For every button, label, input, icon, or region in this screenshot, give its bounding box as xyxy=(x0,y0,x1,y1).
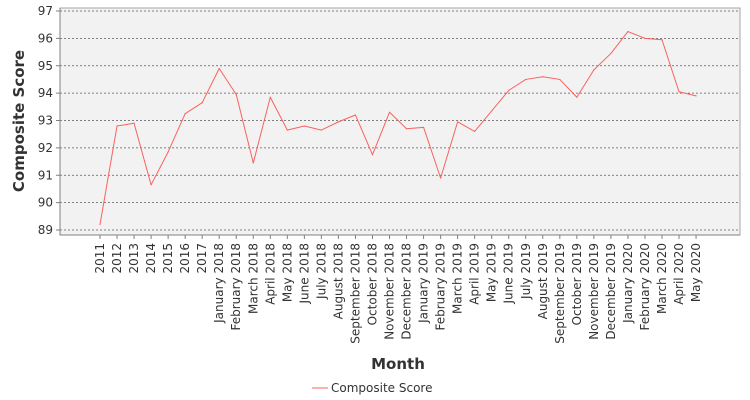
x-tick-label: August 2019 xyxy=(536,243,550,319)
y-tick-label: 90 xyxy=(38,196,53,210)
x-tick-label: 2015 xyxy=(161,243,175,274)
series-line xyxy=(99,31,697,225)
x-tick-label: March 2020 xyxy=(655,243,669,314)
x-tick-label: 2014 xyxy=(144,243,158,274)
data-point xyxy=(303,125,305,127)
y-tick-label: 92 xyxy=(38,141,53,155)
data-point xyxy=(354,114,357,116)
x-tick-label: 2017 xyxy=(195,243,209,274)
data-point xyxy=(491,110,493,112)
x-tick-label: July 2018 xyxy=(314,243,328,300)
x-tick-label: May 2019 xyxy=(485,243,499,302)
x-tick-label: March 2018 xyxy=(246,243,260,314)
data-point xyxy=(593,69,595,71)
x-tick-label: April 2018 xyxy=(263,243,277,305)
x-tick-label: September 2018 xyxy=(348,243,362,344)
data-point xyxy=(337,121,340,123)
data-point xyxy=(269,96,271,98)
legend-label: Composite Score xyxy=(331,381,432,395)
data-point xyxy=(371,154,374,156)
x-tick-label: September 2019 xyxy=(553,243,567,344)
y-axis-title: Composite Score xyxy=(10,50,28,192)
data-point xyxy=(457,121,459,123)
data-point xyxy=(116,125,118,127)
x-tick-label: January 2019 xyxy=(417,243,431,324)
x-tick-label: 2016 xyxy=(178,243,192,274)
x-tick-label: July 2019 xyxy=(519,243,533,300)
x-tick-label: October 2018 xyxy=(365,243,379,325)
x-tick-label: February 2020 xyxy=(638,243,652,331)
x-tick-label: May 2020 xyxy=(689,243,703,302)
data-point xyxy=(474,130,476,133)
data-point xyxy=(422,126,425,128)
x-tick-label: February 2018 xyxy=(229,243,243,331)
data-point xyxy=(525,78,527,81)
x-tick-label: April 2020 xyxy=(672,243,686,305)
y-tick-label: 96 xyxy=(38,31,53,45)
x-tick-label: August 2018 xyxy=(331,243,345,319)
y-tick-label: 93 xyxy=(38,114,53,128)
grid-lines xyxy=(60,10,740,231)
data-point xyxy=(320,129,322,131)
x-tick-label: May 2018 xyxy=(280,243,294,302)
y-tick-label: 89 xyxy=(38,223,53,237)
x-tick-label: June 2018 xyxy=(297,243,311,305)
data-point xyxy=(576,96,578,98)
data-point xyxy=(678,91,680,93)
data-point xyxy=(627,30,629,33)
legend: Composite Score xyxy=(312,381,432,395)
data-point xyxy=(440,177,442,179)
x-tick-label: October 2019 xyxy=(570,243,584,325)
y-axis: 89 90 91 92 93 94 95 96 97 xyxy=(38,4,61,237)
data-point xyxy=(542,76,544,78)
x-tick-label: 2012 xyxy=(110,243,124,274)
data-point xyxy=(201,102,203,104)
data-point xyxy=(252,162,254,164)
plot-area xyxy=(59,7,741,236)
y-tick-label: 94 xyxy=(38,86,53,100)
y-tick-label: 91 xyxy=(38,168,53,182)
data-point xyxy=(150,184,152,186)
data-point xyxy=(99,223,101,226)
data-point xyxy=(610,52,612,55)
data-point xyxy=(695,95,697,97)
data-point xyxy=(661,39,663,41)
x-tick-label: March 2019 xyxy=(451,243,465,314)
x-tick-label: 2011 xyxy=(93,243,107,274)
x-tick-label: January 2018 xyxy=(212,243,226,324)
data-point xyxy=(184,113,186,115)
data-point xyxy=(644,37,646,39)
x-tick-label: December 2019 xyxy=(604,243,618,340)
data-point xyxy=(559,78,561,81)
data-point xyxy=(167,151,169,153)
series-composite-score xyxy=(99,30,697,226)
x-axis-title: Month xyxy=(371,355,425,373)
x-tick-label: January 2020 xyxy=(621,243,635,324)
x-tick-label: February 2019 xyxy=(434,243,448,331)
data-point xyxy=(286,129,288,131)
data-point xyxy=(133,122,135,124)
y-tick-label: 95 xyxy=(38,59,53,73)
data-point xyxy=(405,128,408,130)
x-tick-label: June 2019 xyxy=(502,243,516,305)
data-point xyxy=(235,93,237,96)
x-tick-label: November 2018 xyxy=(383,243,397,340)
x-tick-label: April 2019 xyxy=(468,243,482,305)
x-tick-label: 2013 xyxy=(127,243,141,274)
x-tick-label: December 2018 xyxy=(400,243,414,340)
x-axis: 2011 2012 2013 2014 2015 2016 2017 January 2018… xyxy=(60,234,740,344)
data-point xyxy=(218,67,220,70)
data-point xyxy=(388,111,391,113)
x-tick-label: November 2019 xyxy=(587,243,601,340)
data-point xyxy=(508,89,510,91)
y-tick-label: 97 xyxy=(38,4,53,18)
